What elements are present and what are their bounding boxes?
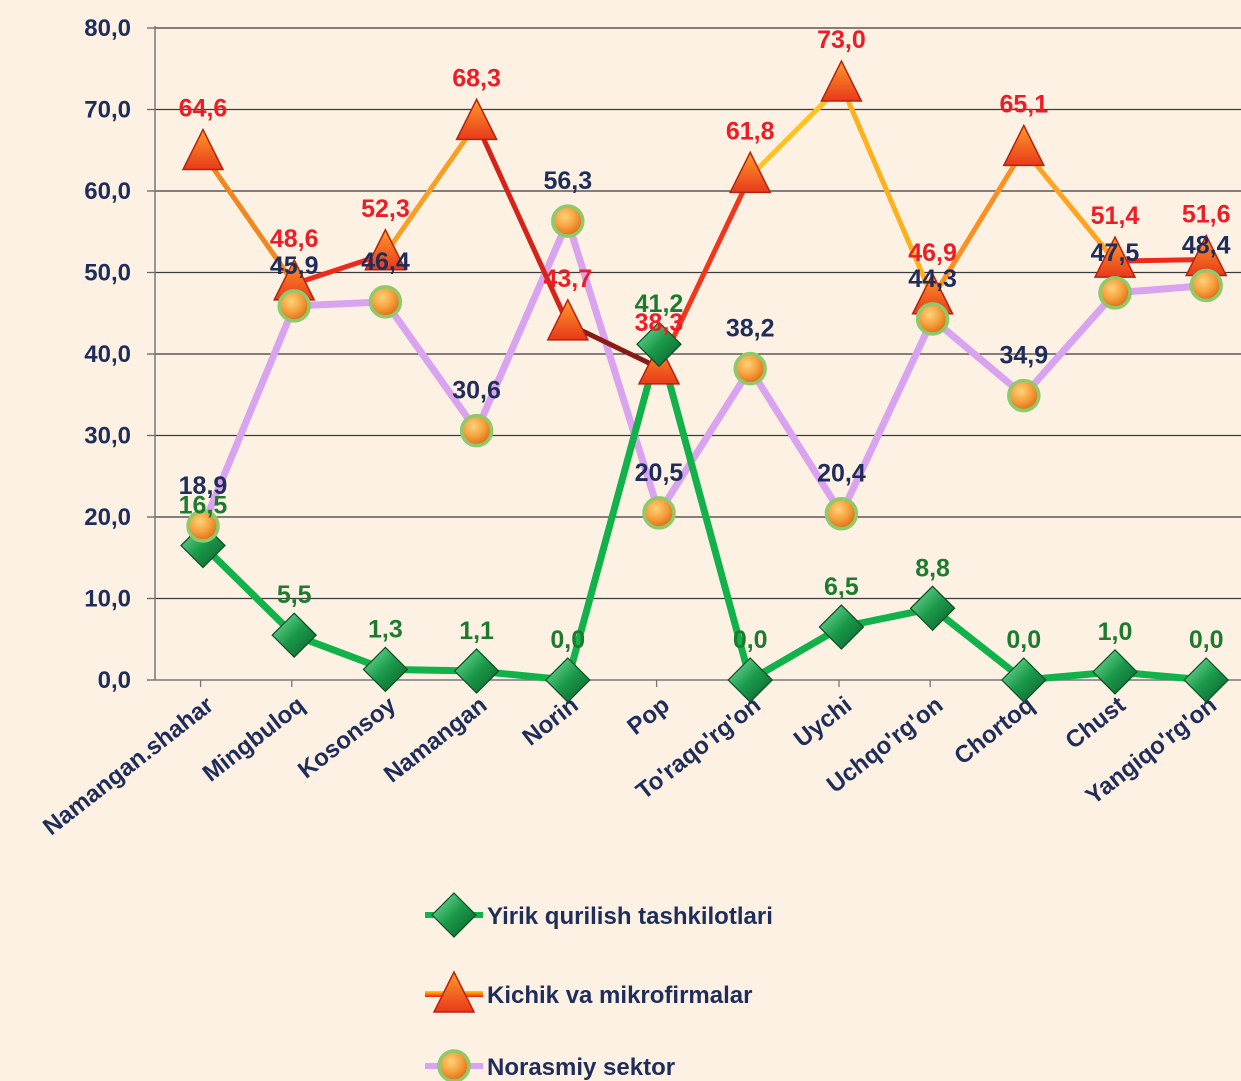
marker-norasmiy — [462, 416, 492, 446]
x-tick-label: Uychi — [789, 691, 857, 753]
data-label-kichik: 46,9 — [908, 239, 957, 267]
marker-yirik — [1093, 650, 1137, 694]
y-tick-label: 10,0 — [84, 586, 131, 613]
x-tick-label: Mingbuloq — [198, 691, 310, 787]
marker-norasmiy — [1009, 381, 1039, 411]
marker-kichik — [457, 99, 497, 139]
data-label-kichik: 51,6 — [1182, 200, 1231, 228]
marker-norasmiy — [735, 354, 765, 384]
data-label-norasmiy: 56,3 — [543, 167, 592, 195]
marker-yirik — [728, 658, 772, 702]
data-label-norasmiy: 34,9 — [999, 342, 1048, 370]
data-label-yirik: 0,0 — [1189, 626, 1224, 654]
x-tick-label: Namangan — [379, 691, 492, 788]
data-label-kichik: 64,6 — [179, 95, 228, 123]
series-line-yirik — [203, 344, 1206, 680]
marker-norasmiy — [370, 287, 400, 317]
y-tick-label: 60,0 — [84, 178, 131, 205]
y-tick-label: 30,0 — [84, 423, 131, 450]
y-tick-label: 20,0 — [84, 504, 131, 531]
data-label-kichik: 61,8 — [726, 117, 775, 145]
data-label-norasmiy: 38,2 — [726, 315, 775, 343]
marker-yirik — [455, 649, 499, 693]
marker-norasmiy — [1191, 271, 1221, 301]
data-label-norasmiy: 45,9 — [270, 252, 319, 280]
x-tick-label: Chortoq — [949, 691, 1039, 770]
marker-norasmiy — [553, 206, 583, 236]
legend-label-yirik: Yirik qurilish tashkilotlari — [487, 903, 773, 930]
data-label-yirik: 8,8 — [915, 554, 950, 582]
y-tick-label: 70,0 — [84, 97, 131, 124]
y-tick-label: 40,0 — [84, 341, 131, 368]
y-tick-label: 50,0 — [84, 260, 131, 287]
data-label-norasmiy: 30,6 — [452, 377, 501, 405]
data-label-kichik: 52,3 — [361, 195, 410, 223]
legend: Yirik qurilish tashkilotlari Kichik va mi… — [425, 893, 773, 1081]
data-label-yirik: 1,0 — [1098, 618, 1133, 646]
data-label-kichik: 65,1 — [999, 90, 1048, 118]
data-label-norasmiy: 20,5 — [635, 459, 684, 487]
legend-marker-yirik — [432, 893, 476, 937]
marker-yirik — [546, 658, 590, 702]
data-label-norasmiy: 20,4 — [817, 460, 866, 488]
y-tick-label: 0,0 — [98, 667, 131, 694]
data-label-yirik: 1,3 — [368, 615, 403, 643]
marker-yirik — [1184, 658, 1228, 702]
data-label-norasmiy: 48,4 — [1182, 232, 1231, 260]
series-segment-kichik — [385, 123, 476, 253]
marker-norasmiy — [279, 291, 309, 321]
data-label-yirik: 5,5 — [277, 581, 312, 609]
marker-kichik — [1004, 125, 1044, 165]
data-label-yirik: 1,1 — [459, 617, 494, 645]
marker-kichik — [821, 61, 861, 101]
data-label-kichik: 73,0 — [817, 26, 866, 54]
series — [181, 61, 1228, 702]
marker-kichik — [183, 130, 223, 170]
data-label-kichik: 48,6 — [270, 225, 319, 253]
marker-norasmiy — [826, 499, 856, 529]
data-label-yirik: 0,0 — [1006, 626, 1041, 654]
marker-kichik — [730, 152, 770, 192]
marker-norasmiy — [1100, 278, 1130, 308]
legend-marker-norasmiy — [439, 1051, 469, 1081]
marker-norasmiy — [644, 498, 674, 528]
data-label-yirik: 16,5 — [179, 492, 228, 520]
x-tick-label: Norin — [517, 691, 583, 751]
data-label-kichik: 43,7 — [543, 265, 592, 293]
x-tick-label: Chust — [1060, 691, 1130, 754]
data-label-yirik: 0,0 — [550, 626, 585, 654]
grid — [155, 28, 1241, 599]
data-label-kichik: 38,3 — [635, 309, 684, 337]
data-label-norasmiy: 47,5 — [1091, 239, 1140, 267]
data-label-yirik: 6,5 — [824, 573, 859, 601]
marker-yirik — [819, 605, 863, 649]
data-label-yirik: 0,0 — [733, 626, 768, 654]
marker-kichik — [548, 300, 588, 340]
data-label-norasmiy: 44,3 — [908, 265, 957, 293]
x-tick-label: Namangan.shahar — [38, 691, 219, 840]
legend-label-kichik: Kichik va mikrofirmalar — [487, 982, 752, 1009]
y-tick-label: 80,0 — [84, 15, 131, 42]
x-tick-label: Pop — [622, 691, 674, 740]
data-label-kichik: 51,4 — [1091, 202, 1140, 230]
data-label-norasmiy: 46,4 — [361, 248, 410, 276]
data-label-kichik: 68,3 — [452, 64, 501, 92]
marker-norasmiy — [918, 304, 948, 334]
legend-label-norasmiy: Norasmiy sektor — [487, 1054, 675, 1081]
marker-yirik — [363, 647, 407, 691]
